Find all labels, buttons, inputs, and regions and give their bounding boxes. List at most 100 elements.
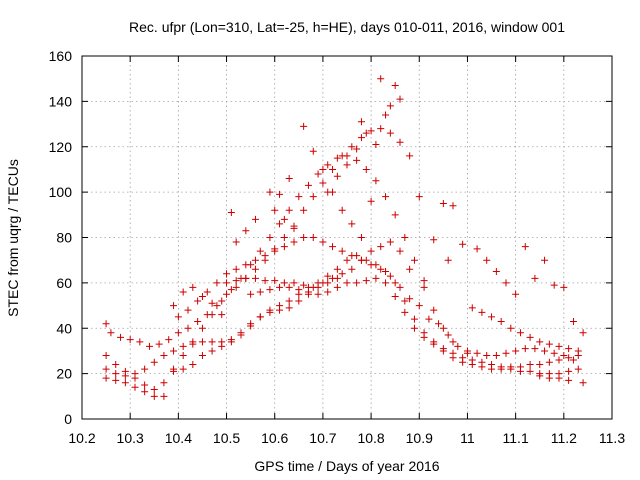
data-point bbox=[165, 336, 173, 344]
data-point bbox=[300, 281, 308, 289]
data-point bbox=[136, 338, 144, 346]
data-point bbox=[560, 351, 568, 359]
data-point bbox=[386, 129, 394, 137]
data-point bbox=[280, 215, 288, 223]
x-tick-label: 11 bbox=[460, 430, 475, 446]
y-tick-label: 40 bbox=[56, 320, 72, 336]
data-point bbox=[338, 270, 346, 278]
data-point bbox=[227, 209, 235, 217]
data-point bbox=[512, 347, 520, 355]
data-point bbox=[401, 297, 409, 305]
data-point bbox=[386, 272, 394, 280]
data-point bbox=[208, 311, 216, 319]
data-point bbox=[483, 256, 491, 264]
data-point bbox=[531, 345, 539, 353]
data-point bbox=[444, 331, 452, 339]
data-point bbox=[319, 179, 327, 187]
data-point bbox=[353, 156, 361, 164]
data-point bbox=[276, 220, 284, 228]
data-point bbox=[319, 238, 327, 246]
y-tick-labels: 0 20 40 60 80 100 120 140 160 bbox=[49, 48, 73, 427]
x-tick-label: 11.2 bbox=[551, 430, 577, 446]
data-point bbox=[256, 313, 264, 321]
data-point bbox=[102, 365, 110, 373]
data-point bbox=[213, 279, 221, 287]
data-point bbox=[198, 338, 206, 346]
data-point bbox=[502, 349, 510, 357]
data-point bbox=[415, 193, 423, 201]
data-point bbox=[367, 261, 375, 269]
data-point bbox=[338, 206, 346, 214]
data-point bbox=[150, 358, 158, 366]
data-point bbox=[242, 274, 250, 282]
x-tick-label: 10.3 bbox=[117, 430, 144, 446]
data-point bbox=[478, 308, 486, 316]
data-point bbox=[439, 324, 447, 332]
y-axis-label: STEC from uqrg / TECUs bbox=[5, 159, 21, 317]
data-point bbox=[357, 234, 365, 241]
data-point bbox=[227, 286, 235, 294]
data-point bbox=[348, 220, 356, 228]
data-point bbox=[280, 243, 288, 251]
data-point bbox=[468, 304, 476, 312]
data-point bbox=[579, 329, 587, 337]
data-point bbox=[377, 125, 385, 133]
data-point bbox=[232, 238, 240, 246]
data-point bbox=[251, 256, 259, 264]
x-tick-label: 11.3 bbox=[599, 430, 625, 446]
data-point bbox=[218, 342, 226, 350]
data-point bbox=[555, 374, 563, 382]
data-point bbox=[145, 342, 153, 350]
chart-title: Rec. ufpr (Lon=310, Lat=-25, h=HE), days… bbox=[129, 19, 565, 35]
y-tick-label: 120 bbox=[49, 139, 73, 155]
data-point bbox=[449, 338, 457, 346]
data-point bbox=[121, 379, 129, 387]
data-point bbox=[112, 370, 120, 378]
data-point bbox=[314, 290, 322, 298]
data-point bbox=[545, 374, 553, 382]
data-point bbox=[121, 372, 129, 380]
data-point bbox=[141, 388, 149, 396]
data-point bbox=[343, 161, 351, 169]
data-point bbox=[512, 290, 520, 298]
data-point bbox=[223, 279, 231, 287]
data-point bbox=[141, 381, 149, 389]
data-point bbox=[232, 283, 240, 291]
data-point bbox=[574, 365, 582, 373]
data-point bbox=[406, 295, 414, 303]
data-point bbox=[536, 338, 544, 346]
data-point bbox=[117, 333, 125, 341]
data-point bbox=[324, 288, 332, 296]
data-point bbox=[107, 329, 115, 337]
grid-lines bbox=[82, 56, 612, 419]
data-point bbox=[439, 199, 447, 207]
data-point bbox=[141, 365, 149, 373]
data-point bbox=[276, 302, 284, 310]
data-point bbox=[333, 172, 341, 180]
data-point bbox=[406, 152, 414, 160]
data-point bbox=[478, 358, 486, 366]
data-point bbox=[131, 383, 139, 391]
data-point bbox=[300, 234, 308, 241]
data-point bbox=[179, 342, 187, 350]
data-point bbox=[425, 315, 433, 323]
data-point bbox=[179, 365, 187, 373]
data-point bbox=[367, 127, 375, 135]
data-point bbox=[343, 256, 351, 264]
data-point bbox=[372, 274, 380, 282]
data-point bbox=[213, 302, 221, 310]
data-point bbox=[184, 324, 192, 332]
data-point bbox=[329, 165, 337, 173]
x-tick-label: 10.5 bbox=[213, 430, 240, 446]
x-tick-label: 10.8 bbox=[357, 430, 384, 446]
data-point bbox=[198, 351, 206, 359]
data-point bbox=[516, 363, 524, 371]
data-point bbox=[194, 297, 202, 305]
data-point bbox=[391, 211, 399, 219]
data-point bbox=[131, 370, 139, 378]
data-point bbox=[232, 277, 240, 285]
data-point bbox=[102, 374, 110, 382]
data-point bbox=[382, 279, 390, 287]
data-point bbox=[251, 265, 259, 273]
